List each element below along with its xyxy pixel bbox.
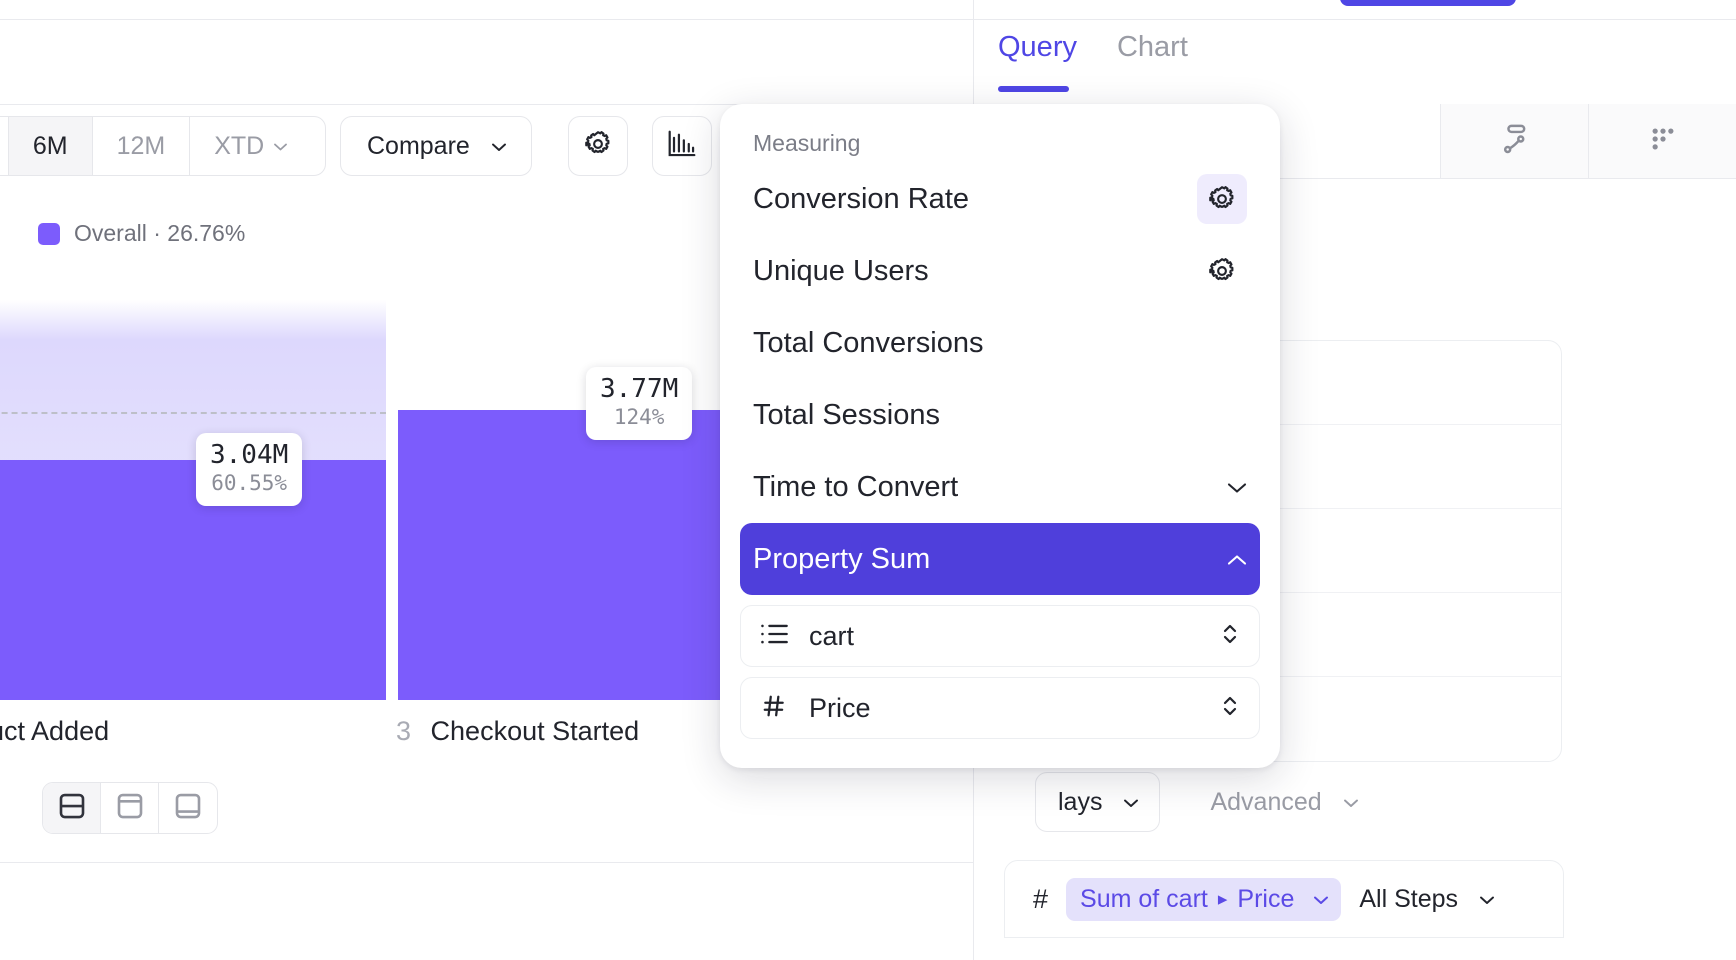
measuring-dropdown-menu: Measuring Conversion Rate Unique Users T… [720, 104, 1280, 768]
menu-item-label: Total Sessions [753, 398, 940, 431]
menu-item-label: Conversion Rate [753, 182, 969, 215]
hash-icon: # [1033, 883, 1049, 914]
tab-chart[interactable]: Chart [1116, 31, 1188, 63]
chevron-down-icon [491, 143, 506, 151]
hash-icon [759, 693, 789, 724]
chevron-down-icon [1343, 799, 1358, 807]
funnel-bar-product-added [0, 300, 386, 700]
divider-top-right [974, 19, 1736, 20]
x-label-checkout-started: 3 Checkout Started [396, 716, 639, 747]
range-option-1m[interactable]: M [0, 117, 9, 175]
chevron-down-icon [1480, 896, 1494, 904]
dots-grid-button[interactable] [1588, 104, 1736, 178]
chevron-down-icon [1227, 482, 1247, 494]
flow-path-icon [1498, 122, 1532, 161]
layout-split-horizontal-button[interactable] [43, 783, 101, 833]
stepper-icon[interactable] [1221, 693, 1241, 724]
all-steps-label: All Steps [1359, 884, 1459, 913]
divider-bottom [0, 862, 974, 863]
property-sum-source-value: cart [809, 620, 855, 651]
metric-chip-prefix: Sum of cart [1080, 884, 1208, 913]
tooltip-value: 3.77M [600, 374, 679, 404]
chevron-down-icon [1124, 799, 1139, 807]
funnel-tooltip-checkout-started: 3.77M 124% [586, 367, 693, 441]
all-steps-dropdown[interactable]: All Steps [1359, 884, 1494, 914]
range-option-12m[interactable]: 12M [93, 117, 191, 175]
x-label-text: Checkout Started [430, 716, 640, 746]
range-option-xtd[interactable]: XTD [190, 117, 311, 175]
funnel-tooltip-product-added: 3.04M 60.55% [196, 433, 303, 507]
metric-chip-property: Price [1237, 884, 1295, 913]
metric-row: # Sum of cart ▸ Price All Steps [1004, 860, 1564, 938]
chip-separator-icon: ▸ [1217, 888, 1228, 910]
chevron-up-icon [1227, 554, 1247, 566]
panel-bottom-icon [173, 791, 203, 826]
bar-chart-icon [666, 128, 698, 165]
x-label-product-added: duct Added [0, 716, 109, 747]
divider-toolbar-top [0, 104, 974, 105]
stepper-icon[interactable] [1221, 621, 1241, 652]
metric-property-chip[interactable]: Sum of cart ▸ Price [1066, 877, 1342, 921]
gear-icon[interactable] [1197, 174, 1247, 224]
property-sum-property-select[interactable]: Price [740, 677, 1260, 739]
compare-button[interactable]: Compare [340, 116, 532, 176]
funnel-bar-value[interactable] [0, 460, 386, 700]
divider-tabs-bottom [974, 178, 1736, 179]
range-option-6m[interactable]: 6M [8, 117, 93, 175]
divider-top [0, 19, 974, 20]
menu-item-unique-users[interactable]: Unique Users [740, 235, 1260, 307]
flow-path-button[interactable] [1440, 104, 1588, 178]
menu-item-total-conversions[interactable]: Total Conversions [740, 307, 1260, 379]
menu-item-label: Property Sum [753, 542, 931, 575]
tooltip-percent: 124% [613, 404, 665, 429]
legend-label: Overall · 26.76% [74, 220, 246, 246]
menu-item-conversion-rate[interactable]: Conversion Rate [740, 163, 1260, 235]
x-label-text: duct Added [0, 716, 110, 746]
chart-legend: Overall · 26.76% [38, 220, 245, 247]
date-range-segmented-control[interactable]: M 6M 12M XTD [0, 116, 326, 176]
legend-swatch [38, 222, 60, 245]
advanced-label: Advanced [1210, 787, 1322, 816]
advanced-dropdown[interactable]: Advanced [1188, 772, 1379, 832]
days-dropdown[interactable]: lays [1035, 772, 1161, 832]
menu-item-label: Unique Users [753, 254, 929, 287]
property-sum-property-value: Price [809, 692, 871, 723]
range-option-xtd-label: XTD [214, 131, 265, 160]
funnel-reference-line [0, 412, 386, 414]
primary-cta-button[interactable] [1340, 0, 1516, 6]
chart-settings-button[interactable] [568, 116, 628, 176]
chevron-down-icon [274, 143, 288, 151]
menu-item-label: Time to Convert [753, 470, 959, 503]
panel-top-icon [115, 791, 145, 826]
split-horizontal-icon [57, 791, 87, 826]
filter-row: lays Advanced [1035, 772, 1379, 832]
chevron-down-icon [1314, 896, 1329, 904]
tooltip-value: 3.04M [210, 440, 289, 470]
menu-item-time-to-convert[interactable]: Time to Convert [740, 451, 1260, 523]
x-label-number: 3 [396, 716, 412, 746]
gear-icon [583, 129, 613, 164]
menu-item-label: Total Conversions [753, 326, 984, 359]
list-icon [759, 622, 789, 651]
menu-item-property-sum[interactable]: Property Sum [740, 523, 1260, 595]
property-sum-source-select[interactable]: cart [740, 605, 1260, 667]
days-label: lays [1058, 787, 1103, 816]
tab-query[interactable]: Query [998, 31, 1077, 92]
layout-style-toggle[interactable] [42, 782, 218, 834]
tooltip-percent: 60.55% [211, 470, 288, 495]
layout-panel-bottom-button[interactable] [159, 783, 217, 833]
layout-panel-top-button[interactable] [101, 783, 159, 833]
menu-item-total-sessions[interactable]: Total Sessions [740, 379, 1260, 451]
dots-grid-icon [1646, 122, 1680, 161]
measuring-menu-title: Measuring [753, 130, 861, 156]
query-chart-tabs[interactable]: Query Chart [974, 31, 1188, 105]
compare-label: Compare [367, 131, 470, 160]
chart-type-button[interactable] [652, 116, 712, 176]
panel-icon-buttons [1440, 104, 1736, 178]
gear-icon[interactable] [1197, 246, 1247, 296]
